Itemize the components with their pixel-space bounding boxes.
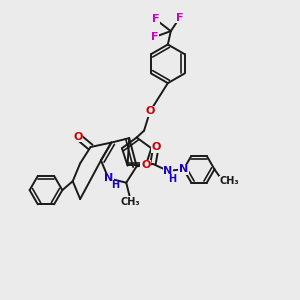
Text: H: H (168, 174, 176, 184)
Text: N: N (104, 173, 113, 183)
Text: H: H (111, 180, 119, 190)
Text: CH₃: CH₃ (220, 176, 239, 186)
Text: N: N (179, 164, 188, 174)
Text: O: O (141, 160, 150, 170)
Text: N: N (163, 166, 172, 176)
Text: O: O (145, 106, 155, 116)
Text: O: O (74, 132, 83, 142)
Text: CH₃: CH₃ (121, 197, 140, 207)
Text: O: O (151, 142, 160, 152)
Text: F: F (176, 13, 184, 23)
Text: F: F (151, 32, 158, 42)
Text: F: F (152, 14, 159, 24)
